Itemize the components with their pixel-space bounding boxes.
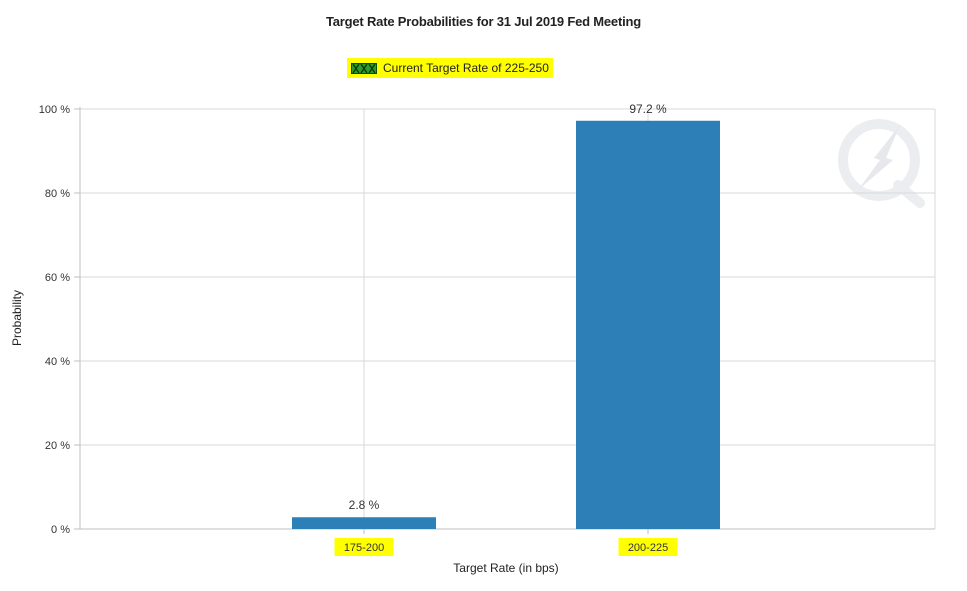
x-axis-title: Target Rate (in bps): [453, 561, 558, 575]
y-tick-label: 0 %: [51, 524, 70, 536]
y-axis-ticks: 0 % 20 % 40 % 60 % 80 % 100 %: [39, 104, 80, 536]
chart-title: Target Rate Probabilities for 31 Jul 201…: [326, 14, 641, 29]
legend-label: Current Target Rate of 225-250: [383, 61, 549, 75]
x-tick-label: 200-225: [628, 542, 668, 554]
bars: 2.8 % 97.2 %: [292, 102, 720, 529]
x-tick-label: 175-200: [344, 542, 384, 554]
y-tick-label: 20 %: [45, 440, 70, 452]
x-tick-highlight: [618, 538, 678, 556]
bar-175-200[interactable]: [292, 517, 436, 529]
bar-200-225[interactable]: [576, 120, 720, 529]
axes: [79, 107, 935, 530]
x-tick-highlight: [334, 538, 394, 556]
y-tick-label: 100 %: [39, 104, 70, 116]
y-tick-label: 80 %: [45, 188, 70, 200]
y-axis-title: Probability: [10, 290, 24, 346]
y-tick-label: 40 %: [45, 356, 70, 368]
legend-swatch-icon: [351, 62, 377, 74]
x-axis-ticks: 175-200 200-225: [334, 529, 678, 556]
y-tick-label: 60 %: [45, 272, 70, 284]
q-logo-icon: [838, 119, 925, 208]
legend[interactable]: Current Target Rate of 225-250: [347, 58, 553, 78]
data-label: 97.2 %: [629, 102, 667, 116]
gridlines: [80, 108, 936, 529]
data-label: 2.8 %: [349, 498, 380, 512]
